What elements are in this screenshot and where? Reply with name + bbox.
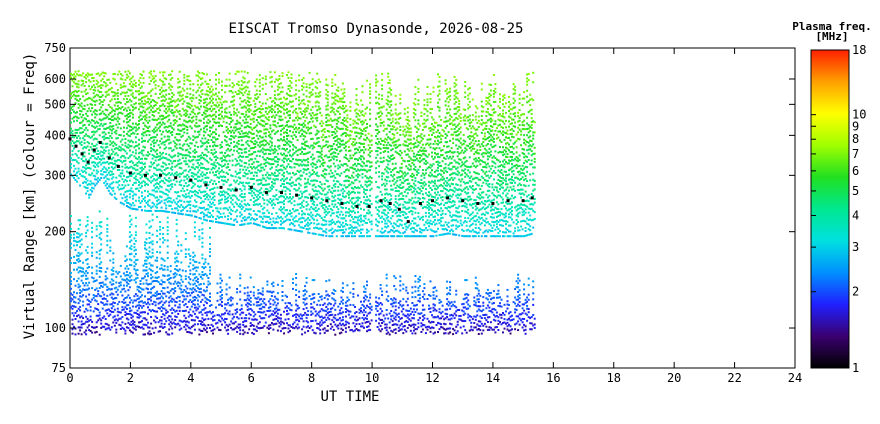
trace-point <box>389 202 392 205</box>
colorbar-tick-label: 6 <box>852 164 859 178</box>
x-tick-label: 6 <box>248 371 255 385</box>
chart-title: EISCAT Tromso Dynasonde, 2026-08-25 <box>228 21 523 37</box>
trace-point <box>295 194 298 197</box>
trace-point <box>250 186 253 189</box>
trace-point <box>398 208 401 211</box>
trace-point <box>99 141 102 144</box>
trace-point <box>108 156 111 159</box>
x-axis-label: UT TIME <box>320 389 379 405</box>
trace-point <box>325 199 328 202</box>
x-tick-label: 14 <box>486 371 500 385</box>
trace-point <box>220 186 223 189</box>
colorbar-tick-label: 8 <box>852 132 859 146</box>
colorbar-tick-label: 1 <box>852 361 859 375</box>
trace-point <box>204 183 207 186</box>
y-tick-label: 400 <box>44 128 66 142</box>
trace-point <box>129 172 132 175</box>
y-tick-label: 300 <box>44 168 66 182</box>
colorbar-gradient <box>811 50 849 368</box>
trace-point <box>368 205 371 208</box>
x-tick-label: 12 <box>425 371 439 385</box>
x-tick-label: 16 <box>546 371 560 385</box>
colorbar-tick-label: 5 <box>852 184 859 198</box>
trace-point <box>144 174 147 177</box>
x-tick-label: 8 <box>308 371 315 385</box>
x-tick-label: 24 <box>788 371 802 385</box>
y-tick-label: 100 <box>44 321 66 335</box>
x-tick-label: 18 <box>607 371 621 385</box>
y-tick-label: 75 <box>52 361 66 375</box>
colorbar-tick-label: 18 <box>852 43 866 57</box>
trace-point <box>174 176 177 179</box>
trace-point <box>93 149 96 152</box>
x-tick-label: 22 <box>727 371 741 385</box>
trace-point <box>117 165 120 168</box>
x-tick-label: 4 <box>187 371 194 385</box>
trace-point <box>265 191 268 194</box>
y-tick-label: 600 <box>44 72 66 86</box>
trace-point <box>159 174 162 177</box>
trace-point <box>356 205 359 208</box>
y-axis-label: Virtual Range [km] (colour = Freq) <box>22 53 38 340</box>
trace-point <box>491 202 494 205</box>
colorbar-units: [MHz] <box>815 30 848 43</box>
colorbar-tick-label: 10 <box>852 108 866 122</box>
trace-point <box>310 196 313 199</box>
trace-point <box>75 145 78 148</box>
y-tick-label: 750 <box>44 41 66 55</box>
trace-point <box>531 196 534 199</box>
trace-point <box>380 199 383 202</box>
trace-point <box>407 220 410 223</box>
trace-point <box>280 191 283 194</box>
trace-point <box>461 199 464 202</box>
trace-point <box>81 152 84 155</box>
colorbar-tick-label: 2 <box>852 285 859 299</box>
colorbar-tick-label: 7 <box>852 147 859 161</box>
trace-point <box>476 202 479 205</box>
trace-point <box>431 199 434 202</box>
x-tick-label: 20 <box>667 371 681 385</box>
trace-point <box>419 202 422 205</box>
trace-point <box>69 137 72 140</box>
colorbar-tick-label: 3 <box>852 240 859 254</box>
y-tick-label: 200 <box>44 225 66 239</box>
trace-point <box>189 179 192 182</box>
x-tick-label: 0 <box>66 371 73 385</box>
trace-point <box>87 161 90 164</box>
trace-point <box>446 196 449 199</box>
x-tick-label: 10 <box>365 371 379 385</box>
y-tick-label: 500 <box>44 97 66 111</box>
trace-point <box>507 199 510 202</box>
colorbar-tick-label: 4 <box>852 208 859 222</box>
trace-point <box>235 189 238 192</box>
trace-point <box>340 202 343 205</box>
x-tick-label: 2 <box>127 371 134 385</box>
trace-point <box>522 199 525 202</box>
